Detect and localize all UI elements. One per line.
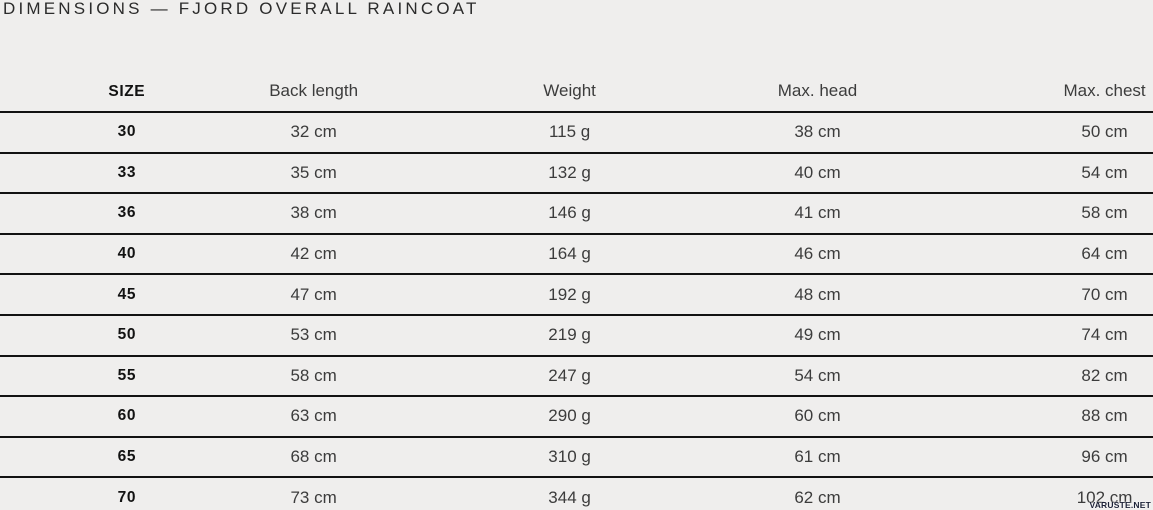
back-length-cell: 63 cm bbox=[290, 406, 337, 426]
back-length-cell: 32 cm bbox=[290, 122, 337, 142]
size-cell: 30 bbox=[117, 123, 137, 141]
column-header-back-length: Back length bbox=[269, 81, 359, 100]
max-head-cell: 61 cm bbox=[794, 447, 841, 467]
weight-cell: 219 g bbox=[548, 325, 591, 345]
table-row: 60 63 cm 290 g 60 cm 88 cm bbox=[0, 395, 1153, 436]
size-cell: 65 bbox=[117, 448, 137, 466]
max-chest-cell: 64 cm bbox=[1081, 244, 1128, 264]
back-length-cell: 42 cm bbox=[290, 244, 337, 264]
column-header-size: SIZE bbox=[108, 83, 146, 100]
size-cell: 70 bbox=[117, 488, 137, 506]
max-chest-cell: 70 cm bbox=[1081, 284, 1128, 304]
weight-cell: 344 g bbox=[548, 487, 591, 507]
back-length-cell: 47 cm bbox=[290, 284, 337, 304]
weight-cell: 310 g bbox=[548, 447, 591, 467]
max-chest-cell: 96 cm bbox=[1081, 447, 1128, 467]
back-length-cell: 68 cm bbox=[290, 447, 337, 467]
weight-cell: 192 g bbox=[548, 284, 591, 304]
max-head-cell: 46 cm bbox=[794, 244, 841, 264]
back-length-cell: 35 cm bbox=[290, 162, 337, 182]
watermark-label: VARUSTE.NET bbox=[1089, 500, 1151, 510]
page-title: DIMENSIONS — FJORD OVERALL RAINCOAT bbox=[3, 0, 480, 18]
max-head-cell: 49 cm bbox=[794, 325, 841, 345]
weight-cell: 164 g bbox=[548, 244, 591, 264]
table-body: 30 32 cm 115 g 38 cm 50 cm 33 35 cm 132 … bbox=[0, 111, 1153, 510]
weight-cell: 146 g bbox=[548, 203, 591, 223]
table-row: 65 68 cm 310 g 61 cm 96 cm bbox=[0, 435, 1153, 477]
max-head-cell: 48 cm bbox=[794, 284, 841, 304]
dimensions-table: SIZE Back length Weight Max. head Max. c… bbox=[0, 45, 1153, 510]
weight-cell: 132 g bbox=[548, 162, 591, 182]
max-chest-cell: 54 cm bbox=[1081, 162, 1128, 182]
table-row: 36 38 cm 146 g 41 cm 58 cm bbox=[0, 192, 1153, 233]
max-head-cell: 41 cm bbox=[794, 203, 841, 223]
size-cell: 40 bbox=[117, 245, 137, 263]
table-row: 33 35 cm 132 g 40 cm 54 cm bbox=[0, 151, 1153, 193]
max-head-cell: 62 cm bbox=[794, 487, 841, 507]
column-header-max-head: Max. head bbox=[777, 81, 858, 100]
max-head-cell: 60 cm bbox=[794, 406, 841, 426]
weight-cell: 247 g bbox=[548, 365, 591, 385]
size-cell: 36 bbox=[117, 204, 137, 222]
table-row: 55 58 cm 247 g 54 cm 82 cm bbox=[0, 354, 1153, 396]
max-chest-cell: 58 cm bbox=[1081, 203, 1128, 223]
max-chest-cell: 102 cm bbox=[1076, 487, 1133, 507]
table-row: 40 42 cm 164 g 46 cm 64 cm bbox=[0, 232, 1153, 274]
size-cell: 45 bbox=[117, 285, 137, 303]
table-row: 70 73 cm 344 g 62 cm 102 cm bbox=[0, 476, 1153, 510]
max-head-cell: 38 cm bbox=[794, 122, 841, 142]
max-chest-cell: 82 cm bbox=[1081, 365, 1128, 385]
max-head-cell: 54 cm bbox=[794, 365, 841, 385]
table-row: 45 47 cm 192 g 48 cm 70 cm bbox=[0, 273, 1153, 314]
table-row: 30 32 cm 115 g 38 cm 50 cm bbox=[0, 111, 1153, 152]
size-cell: 33 bbox=[117, 163, 137, 181]
size-cell: 50 bbox=[117, 326, 137, 344]
table-row: 50 53 cm 219 g 49 cm 74 cm bbox=[0, 313, 1153, 355]
size-cell: 55 bbox=[117, 366, 137, 384]
back-length-cell: 58 cm bbox=[290, 365, 337, 385]
max-head-cell: 40 cm bbox=[794, 162, 841, 182]
max-chest-cell: 88 cm bbox=[1081, 406, 1128, 426]
back-length-cell: 53 cm bbox=[290, 325, 337, 345]
weight-cell: 115 g bbox=[548, 122, 591, 142]
max-chest-cell: 74 cm bbox=[1081, 325, 1128, 345]
max-chest-cell: 50 cm bbox=[1081, 122, 1128, 142]
back-length-cell: 73 cm bbox=[290, 487, 337, 507]
back-length-cell: 38 cm bbox=[290, 203, 337, 223]
column-header-weight: Weight bbox=[543, 81, 596, 100]
size-cell: 60 bbox=[117, 407, 137, 425]
column-header-max-chest: Max. chest bbox=[1063, 81, 1146, 100]
weight-cell: 290 g bbox=[548, 406, 591, 426]
table-header-row: SIZE Back length Weight Max. head Max. c… bbox=[0, 45, 1153, 111]
